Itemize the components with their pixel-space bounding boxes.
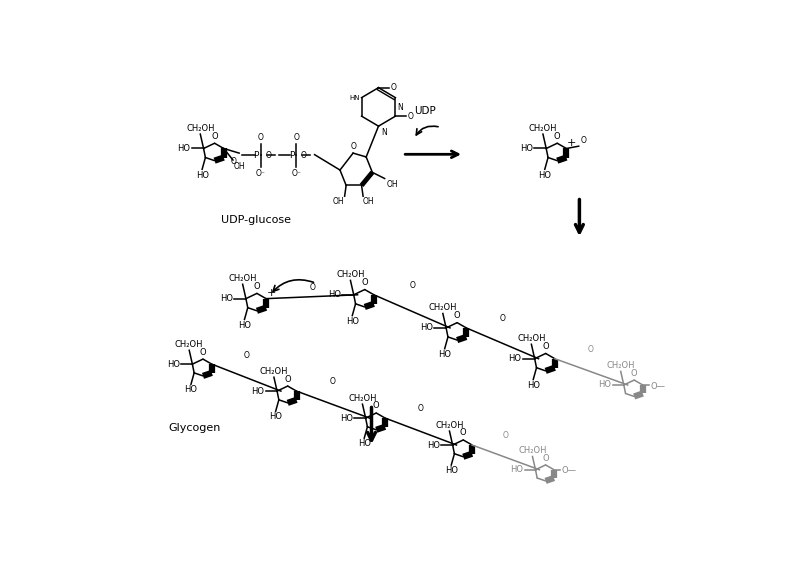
Text: HO: HO <box>269 412 282 422</box>
Text: HO: HO <box>346 317 358 326</box>
Text: HO: HO <box>340 414 353 423</box>
Text: N: N <box>398 103 403 113</box>
Text: O: O <box>408 111 414 121</box>
Text: O: O <box>631 369 638 378</box>
Text: HO: HO <box>598 380 611 390</box>
Text: O: O <box>284 375 291 383</box>
Text: CH₂OH: CH₂OH <box>348 394 377 403</box>
Text: O: O <box>362 278 368 287</box>
Text: O⁻: O⁻ <box>291 169 301 178</box>
Text: O: O <box>293 133 299 142</box>
Text: O: O <box>373 401 379 411</box>
Text: O—: O— <box>650 382 665 391</box>
Text: O: O <box>454 311 461 320</box>
Text: CH₂OH: CH₂OH <box>228 274 257 283</box>
Text: O: O <box>301 151 307 160</box>
Text: O: O <box>542 454 549 462</box>
Text: HO: HO <box>509 354 522 363</box>
Text: O: O <box>410 281 415 290</box>
Text: OH: OH <box>234 162 246 171</box>
Text: HO: HO <box>538 171 551 180</box>
Text: O: O <box>254 282 260 291</box>
Text: CH₂OH: CH₂OH <box>517 334 546 343</box>
Text: O: O <box>502 432 509 440</box>
Text: HO: HO <box>445 466 458 476</box>
Text: O: O <box>266 151 271 160</box>
Text: O: O <box>200 347 206 357</box>
Text: O: O <box>580 136 586 144</box>
Text: P: P <box>254 151 258 160</box>
Text: OH: OH <box>386 180 398 189</box>
Text: +: + <box>567 138 576 148</box>
Text: HO: HO <box>328 290 341 299</box>
Text: OH: OH <box>333 197 345 206</box>
Text: HO: HO <box>438 350 451 359</box>
Text: O—: O— <box>562 466 576 476</box>
Text: CH₂OH: CH₂OH <box>518 447 546 455</box>
Text: O: O <box>499 314 506 323</box>
Text: O: O <box>211 132 218 140</box>
Text: CH₂OH: CH₂OH <box>175 340 203 349</box>
Text: HO: HO <box>427 440 440 450</box>
Text: HO: HO <box>166 360 180 369</box>
Text: CH₂OH: CH₂OH <box>435 421 464 430</box>
Text: HO: HO <box>420 324 433 332</box>
Text: HO: HO <box>196 171 209 180</box>
Text: CH₂OH: CH₂OH <box>336 270 365 279</box>
Text: O: O <box>350 142 356 151</box>
Text: OH: OH <box>363 197 374 206</box>
Text: O: O <box>588 345 594 354</box>
Text: CH₂OH: CH₂OH <box>429 303 457 312</box>
Text: CH₂OH: CH₂OH <box>529 124 557 133</box>
Text: HO: HO <box>510 465 523 474</box>
Text: HO: HO <box>520 144 533 153</box>
Text: O: O <box>418 404 424 414</box>
Text: O: O <box>258 133 264 142</box>
Text: O: O <box>391 83 397 92</box>
Text: HO: HO <box>251 387 265 396</box>
Text: P: P <box>289 151 294 160</box>
Text: O: O <box>330 378 336 386</box>
Text: HO: HO <box>358 440 370 448</box>
Text: CH₂OH: CH₂OH <box>186 124 214 133</box>
Text: HN: HN <box>350 95 360 101</box>
Text: CH₂OH: CH₂OH <box>606 361 635 370</box>
Text: O⁻: O⁻ <box>256 169 266 178</box>
Text: O: O <box>244 350 250 360</box>
Text: N: N <box>381 128 386 137</box>
Text: HO: HO <box>220 294 233 303</box>
Text: O: O <box>230 157 236 166</box>
Text: CH₂OH: CH₂OH <box>260 367 288 376</box>
Text: HO: HO <box>185 386 198 394</box>
Text: +: + <box>266 288 276 298</box>
Text: UDP-glucose: UDP-glucose <box>221 215 291 224</box>
Text: HO: HO <box>526 381 540 390</box>
Text: Glycogen: Glycogen <box>168 423 221 433</box>
Text: O: O <box>310 284 315 292</box>
Text: HO: HO <box>238 321 251 330</box>
Text: UDP: UDP <box>414 106 436 116</box>
Text: O: O <box>554 132 561 140</box>
Text: HO: HO <box>178 144 190 153</box>
Text: O: O <box>542 342 549 351</box>
Text: O: O <box>460 429 466 437</box>
